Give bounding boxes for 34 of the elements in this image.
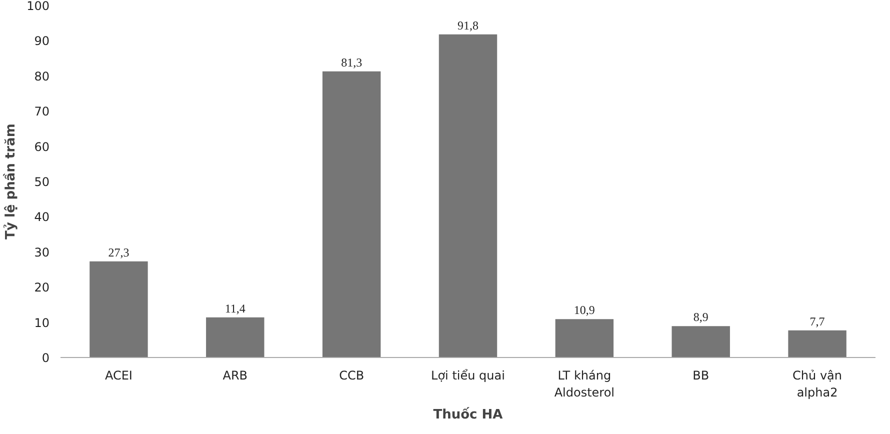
bar bbox=[672, 326, 730, 358]
bar bbox=[322, 71, 381, 358]
y-tick-label: 50 bbox=[34, 175, 50, 189]
y-tick-label: 80 bbox=[34, 69, 50, 84]
y-tick-label: 10 bbox=[34, 316, 50, 330]
x-tick-label: ARB bbox=[222, 368, 248, 382]
bar bbox=[438, 34, 498, 358]
x-axis-title: Thuốc HA bbox=[433, 406, 503, 422]
x-tick-label: Chủ vận alpha2 bbox=[792, 368, 842, 400]
x-tick-label: Lợi tiểu quai bbox=[431, 368, 505, 382]
y-tick-label: 60 bbox=[34, 140, 50, 154]
x-tick-label: CCB bbox=[339, 368, 364, 382]
x-tick-label: BB bbox=[692, 368, 710, 382]
bar bbox=[555, 319, 614, 358]
y-tick-label: 100 bbox=[26, 0, 50, 13]
y-tick-label: 20 bbox=[34, 280, 50, 295]
x-tick-label: ACEI bbox=[104, 368, 132, 382]
y-tick-label: 70 bbox=[34, 104, 50, 119]
bar bbox=[90, 261, 148, 358]
bar bbox=[206, 317, 264, 358]
data-label: 7,7 bbox=[810, 314, 825, 328]
y-tick-label: 40 bbox=[34, 210, 50, 224]
x-tick-label: LT kháng Aldosterol bbox=[554, 368, 615, 400]
data-label: 11,4 bbox=[224, 301, 246, 316]
y-tick-label: 30 bbox=[34, 245, 50, 260]
data-label: 91,8 bbox=[458, 18, 478, 32]
bar bbox=[788, 330, 846, 358]
data-label: 8,9 bbox=[693, 310, 708, 324]
y-tick-label: 90 bbox=[34, 34, 50, 48]
data-label: 10,9 bbox=[574, 303, 595, 318]
data-label: 81,3 bbox=[341, 55, 362, 70]
data-label: 27,3 bbox=[108, 245, 130, 260]
y-tick-label: 0 bbox=[42, 351, 50, 365]
y-axis-title: Tỷ lệ phần trăm bbox=[2, 124, 19, 240]
